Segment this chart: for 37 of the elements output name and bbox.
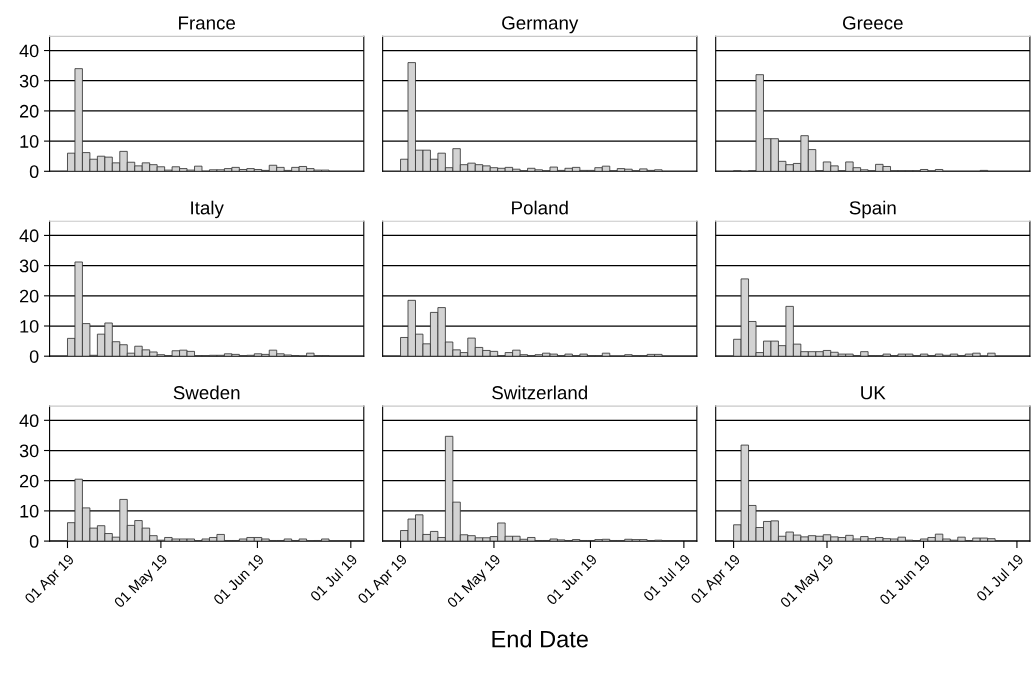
x-tick-label: 01 Jun 19: [878, 553, 931, 606]
chart-title: Germany: [502, 16, 579, 34]
y-tick-label: 0: [29, 165, 39, 179]
y-tick-label: 30: [19, 259, 39, 273]
y-tick-label: 30: [19, 74, 39, 88]
y-tick-label: 20: [19, 289, 39, 303]
x-tick-label: 01 Jun 19: [212, 553, 265, 606]
x-axis-title: End Date: [492, 630, 588, 648]
y-tick-label: 40: [19, 44, 39, 58]
chart-title: Poland: [512, 200, 568, 215]
chart-title: Greece: [843, 16, 903, 30]
chart-title: Spain: [849, 200, 896, 219]
chart-title: UK: [861, 386, 886, 400]
x-tick-label: 01 Jul 19: [975, 553, 1025, 602]
y-tick-label: 10: [20, 135, 39, 148]
x-tick-label: 01 May 19: [113, 553, 171, 611]
x-tick-label: 01 Apr 19: [357, 553, 410, 607]
x-tick-label: 01 May 19: [779, 553, 837, 611]
y-tick-label: 30: [19, 444, 39, 458]
x-tick-label: 01 Apr 19: [24, 553, 77, 607]
x-tick-label: 01 Jun 19: [545, 553, 598, 606]
chart-title: Switzerland: [492, 385, 587, 400]
y-tick-label: 40: [19, 229, 39, 243]
y-tick-label: 20: [19, 104, 39, 118]
chart-title: Italy: [191, 200, 224, 219]
y-tick-label: 10: [20, 319, 39, 333]
y-tick-label: 40: [19, 414, 39, 428]
y-tick-label: 20: [19, 474, 39, 488]
x-tick-label: 01 Apr 19: [690, 553, 743, 607]
y-tick-label: 0: [29, 535, 39, 548]
x-tick-label: 01 Jul 19: [309, 553, 358, 602]
x-tick-label: 01 May 19: [446, 553, 504, 611]
y-tick-label: 10: [20, 504, 39, 518]
chart-title: Sweden: [173, 385, 240, 400]
chart-title: France: [179, 16, 236, 30]
x-tick-label: 01 Jul 19: [642, 553, 691, 602]
y-tick-label: 0: [29, 350, 39, 363]
